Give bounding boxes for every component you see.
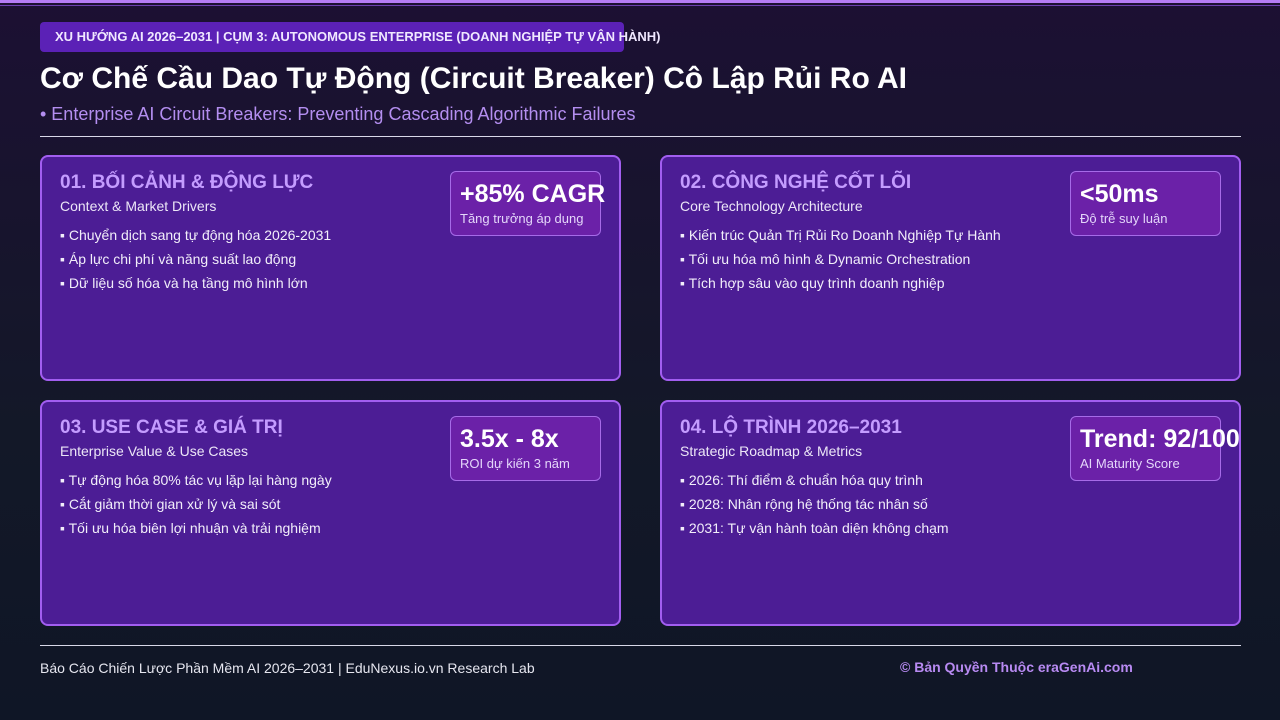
footer-right: © Bản Quyền Thuộc eraGenAi.com bbox=[900, 659, 1133, 675]
metric-label: ROI dự kiến 3 năm bbox=[460, 456, 570, 471]
metric-box: Trend: 92/100 AI Maturity Score bbox=[1070, 416, 1240, 481]
card-subheading: Core Technology Architecture bbox=[680, 198, 863, 214]
bullet: ▪ 2026: Thí điểm & chuẩn hóa quy trình bbox=[680, 472, 923, 488]
subtitle: • Enterprise AI Circuit Breakers: Preven… bbox=[40, 104, 636, 124]
bullet: ▪ Tích hợp sâu vào quy trình doanh nghiệ… bbox=[680, 275, 945, 291]
metric-value: 3.5x - 8x bbox=[460, 425, 559, 453]
card-heading: 04. LỘ TRÌNH 2026–2031 bbox=[680, 417, 902, 438]
card-subheading: Strategic Roadmap & Metrics bbox=[680, 443, 863, 459]
top-bar bbox=[0, 0, 1280, 6]
bullet: ▪ Tối ưu hóa mô hình & Dynamic Orchestra… bbox=[680, 251, 971, 267]
bullet: ▪ Áp lực chi phí và năng suất lao động bbox=[60, 251, 297, 267]
card-heading: 03. USE CASE & GIÁ TRỊ bbox=[60, 417, 283, 438]
metric-box: 3.5x - 8x ROI dự kiến 3 năm bbox=[450, 416, 601, 481]
metric-value: <50ms bbox=[1080, 180, 1159, 208]
metric-value: Trend: 92/100 bbox=[1080, 425, 1240, 453]
bullet: ▪ 2028: Nhân rộng hệ thống tác nhân số bbox=[680, 496, 928, 512]
card: 03. USE CASE & GIÁ TRỊ Enterprise Value &… bbox=[40, 400, 621, 626]
bullet: ▪ Chuyển dịch sang tự động hóa 2026-2031 bbox=[60, 227, 332, 243]
bullet: ▪ Tối ưu hóa biên lợi nhuận và trải nghi… bbox=[60, 520, 321, 536]
bullet: ▪ Kiến trúc Quản Trị Rủi Ro Doanh Nghiệp… bbox=[680, 227, 1001, 243]
metric-value: +85% CAGR bbox=[460, 180, 606, 208]
title: Cơ Chế Cầu Dao Tự Động (Circuit Breaker)… bbox=[40, 62, 907, 95]
metric-box: <50ms Độ trễ suy luận bbox=[1070, 171, 1221, 236]
card: 04. LỘ TRÌNH 2026–2031 Strategic Roadmap … bbox=[660, 400, 1241, 626]
bullet: ▪ Cắt giảm thời gian xử lý và sai sót bbox=[60, 496, 281, 512]
metric-label: AI Maturity Score bbox=[1080, 456, 1180, 471]
metric-label: Độ trễ suy luận bbox=[1080, 211, 1168, 226]
metric-box: +85% CAGR Tăng trưởng áp dụng bbox=[450, 171, 605, 236]
divider bbox=[40, 645, 1241, 646]
footer-left: Báo Cáo Chiến Lược Phần Mềm AI 2026–2031… bbox=[40, 660, 535, 676]
card: 02. CÔNG NGHỆ CỐT LÕI Core Technology Arc… bbox=[660, 155, 1241, 381]
bullet: ▪ 2031: Tự vận hành toàn diện không chạm bbox=[680, 520, 949, 536]
card-subheading: Context & Market Drivers bbox=[60, 198, 217, 214]
card-subheading: Enterprise Value & Use Cases bbox=[60, 443, 249, 459]
card-heading: 01. BỐI CẢNH & ĐỘNG LỰC bbox=[60, 172, 314, 193]
divider bbox=[40, 136, 1241, 137]
bullet: ▪ Dữ liệu số hóa và hạ tầng mô hình lớn bbox=[60, 275, 308, 291]
metric-label: Tăng trưởng áp dụng bbox=[460, 211, 584, 226]
card: 01. BỐI CẢNH & ĐỘNG LỰC Context & Market … bbox=[40, 155, 621, 381]
card-heading: 02. CÔNG NGHỆ CỐT LÕI bbox=[680, 172, 912, 193]
tag: XU HƯỚNG AI 2026–2031 | CỤM 3: AUTONOMOU… bbox=[40, 22, 661, 52]
bullet: ▪ Tự động hóa 80% tác vụ lặp lại hàng ng… bbox=[60, 472, 332, 488]
